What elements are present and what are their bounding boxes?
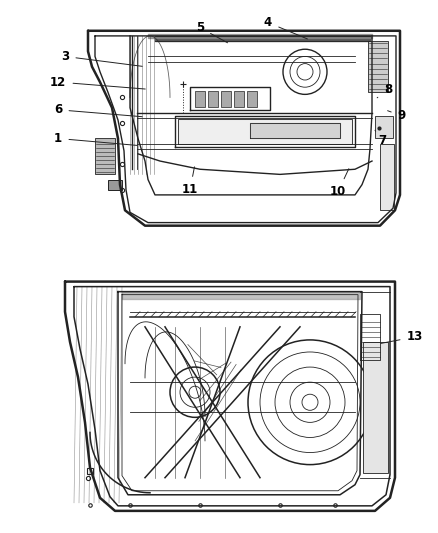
Bar	[247, 91, 257, 107]
Bar	[95, 139, 115, 174]
Bar	[363, 342, 388, 473]
Text: 7: 7	[375, 130, 386, 147]
Text: 10: 10	[330, 168, 349, 198]
Text: 1: 1	[54, 132, 137, 146]
Bar	[234, 91, 244, 107]
Text: 12: 12	[50, 76, 145, 89]
Text: 3: 3	[61, 50, 142, 66]
Text: 5: 5	[196, 21, 228, 43]
Bar	[108, 180, 122, 190]
Text: 4: 4	[264, 16, 307, 39]
Text: 11: 11	[182, 167, 198, 196]
Text: 9: 9	[388, 109, 406, 123]
Bar	[368, 41, 388, 92]
Bar	[208, 91, 218, 107]
Bar	[375, 116, 393, 139]
Text: 6: 6	[54, 103, 142, 117]
Text: 8: 8	[377, 83, 392, 98]
Bar	[380, 143, 394, 211]
Bar	[195, 91, 205, 107]
Bar	[221, 91, 231, 107]
Text: 13: 13	[381, 330, 423, 343]
